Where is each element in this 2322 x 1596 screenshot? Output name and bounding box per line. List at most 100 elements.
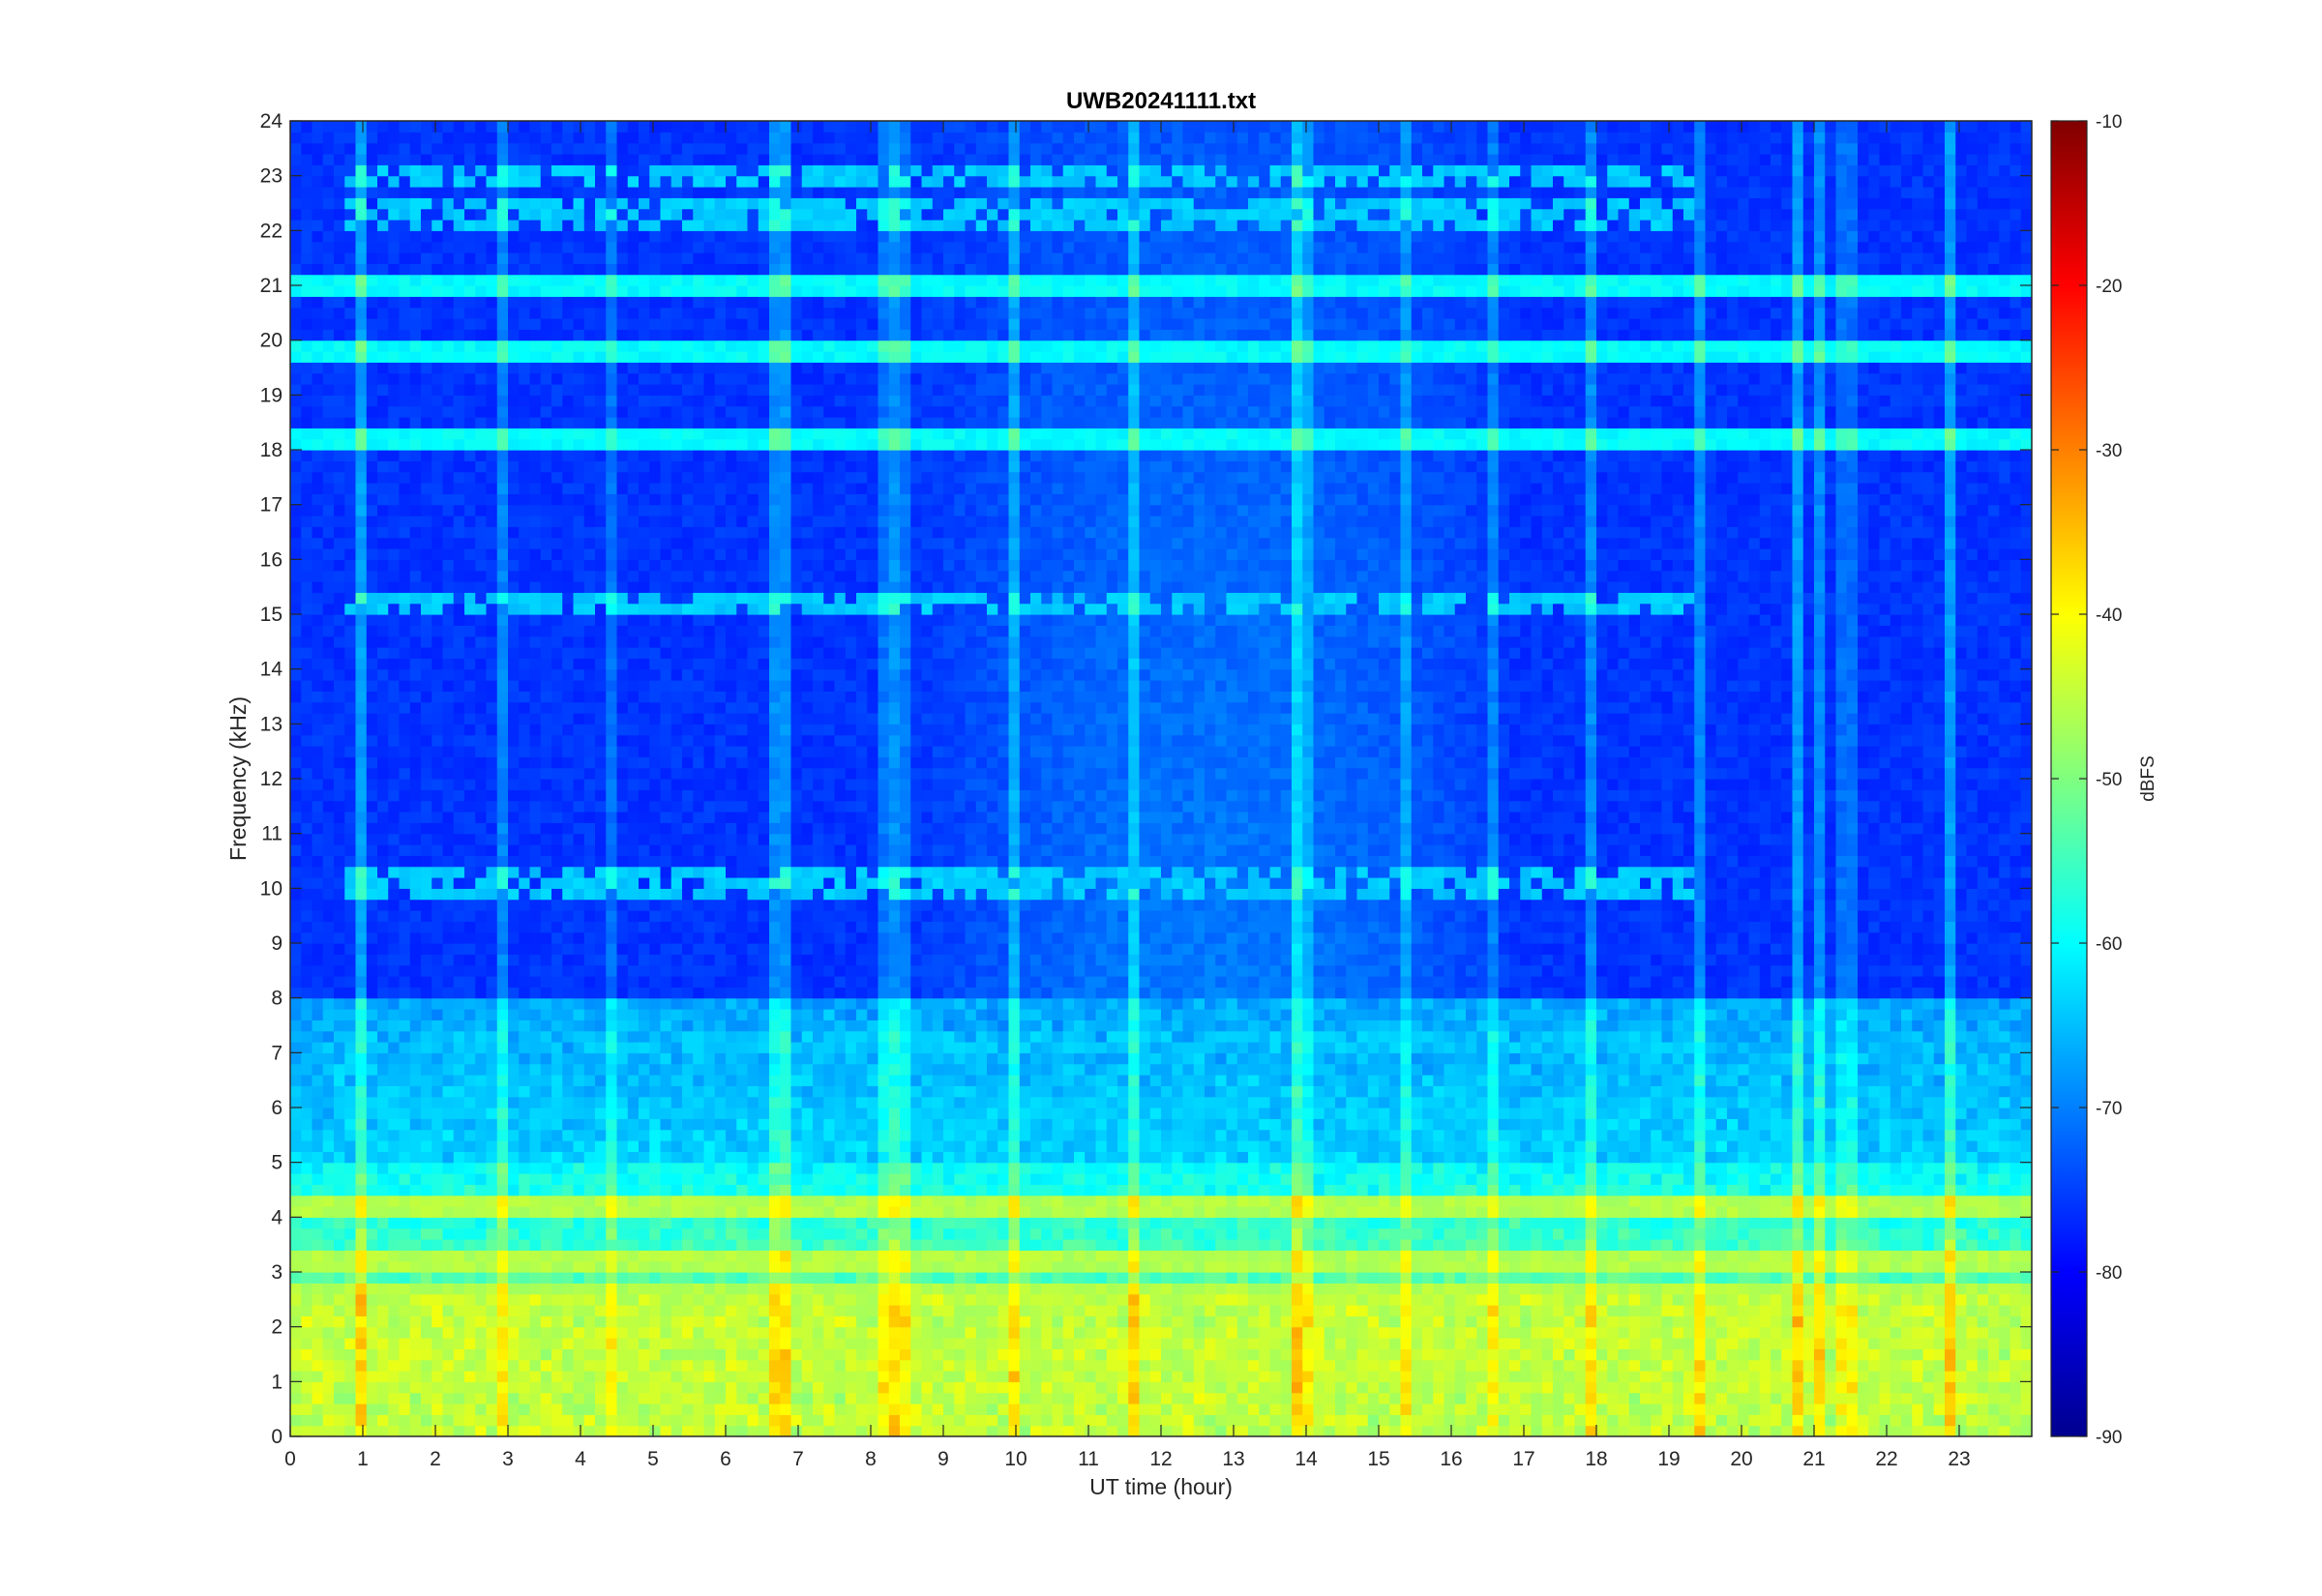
heatmap-cell: [943, 1414, 955, 1427]
heatmap-cell: [1640, 1392, 1652, 1404]
heatmap-cell: [747, 1348, 759, 1361]
heatmap-cell: [1858, 1260, 1869, 1273]
heatmap-cell: [1128, 1305, 1141, 1316]
heatmap-cell: [1313, 1315, 1325, 1328]
heatmap-cell: [1999, 1425, 2011, 1436]
heatmap-cell: [1771, 1404, 1782, 1415]
heatmap-cell: [670, 1129, 683, 1141]
heatmap-cell: [1411, 1173, 1423, 1185]
heatmap-cell: [1520, 1414, 1533, 1427]
heatmap-cell: [1628, 1162, 1641, 1174]
heatmap-cell: [1999, 1371, 2011, 1382]
heatmap-cell: [562, 1140, 575, 1152]
heatmap-cell: [1411, 1140, 1423, 1152]
heatmap-cell: [965, 1140, 977, 1152]
heatmap-cell: [888, 1173, 901, 1185]
heatmap-cell: [573, 1381, 585, 1394]
heatmap-cell: [1846, 1195, 1859, 1207]
heatmap-cell: [1193, 1359, 1206, 1372]
heatmap-cell: [1205, 1140, 1216, 1152]
heatmap-cell: [627, 1184, 640, 1197]
heatmap-cell: [1825, 1392, 1837, 1404]
heatmap-cell: [1585, 1173, 1597, 1185]
heatmap-cell: [1498, 1108, 1510, 1119]
heatmap-cell: [1106, 1338, 1118, 1349]
heatmap-cell: [1759, 1250, 1771, 1262]
heatmap-cell: [442, 1283, 455, 1295]
heatmap-cell: [1553, 1414, 1564, 1427]
heatmap-cell: [508, 1140, 520, 1152]
heatmap-cell: [508, 1227, 520, 1240]
heatmap-cell: [1313, 1184, 1325, 1197]
heatmap-cell: [1868, 1414, 1881, 1427]
heatmap-cell: [1466, 1162, 1477, 1174]
heatmap-cell: [1117, 1283, 1129, 1295]
heatmap-cell: [932, 1414, 944, 1427]
heatmap-cell: [290, 1250, 302, 1262]
heatmap-cell: [1922, 1140, 1935, 1152]
heatmap-cell: [496, 1414, 509, 1427]
heatmap-cell: [1302, 1305, 1315, 1316]
heatmap-cell: [1966, 1315, 1979, 1328]
heatmap-cell: [1727, 1250, 1739, 1262]
heatmap-cell: [1193, 1381, 1206, 1394]
heatmap-cell: [562, 1239, 575, 1251]
heatmap-cell: [660, 1173, 672, 1185]
heatmap-cell: [900, 1096, 911, 1108]
heatmap-cell: [1400, 1381, 1413, 1394]
heatmap-cell: [1596, 1140, 1608, 1152]
heatmap-cell: [975, 1359, 988, 1372]
heatmap-cell: [1640, 1338, 1652, 1349]
heatmap-cell: [1738, 1227, 1750, 1240]
heatmap-cell: [290, 1293, 302, 1306]
heatmap-cell: [606, 1162, 618, 1174]
heatmap-cell: [1215, 1162, 1228, 1174]
heatmap-cell: [1182, 1108, 1195, 1119]
heatmap-cell: [1596, 1129, 1608, 1141]
heatmap-cell: [1379, 1239, 1390, 1251]
heatmap-cell: [573, 1239, 585, 1251]
heatmap-cell: [540, 1392, 552, 1404]
heatmap-cell: [1694, 1283, 1707, 1295]
heatmap-cell: [1400, 1129, 1413, 1141]
heatmap-cell: [1715, 1293, 1728, 1306]
heatmap-cell: [1694, 1392, 1707, 1404]
heatmap-cell: [932, 1162, 944, 1174]
heatmap-cell: [1541, 1293, 1554, 1306]
heatmap-cell: [421, 1118, 432, 1131]
heatmap-cell: [910, 1162, 923, 1174]
heatmap-cell: [1509, 1305, 1521, 1316]
heatmap-cell: [1912, 1359, 1924, 1372]
heatmap-cell: [377, 1283, 389, 1295]
heatmap-cell: [1149, 1348, 1162, 1361]
heatmap-cell: [1835, 1359, 1848, 1372]
heatmap-cell: [1269, 1293, 1282, 1306]
heatmap-cell: [583, 1425, 596, 1436]
heatmap-cell: [900, 1425, 911, 1436]
heatmap-cell: [583, 1414, 596, 1427]
heatmap-cell: [1172, 1217, 1184, 1229]
heatmap-cell: [442, 1250, 455, 1262]
heatmap-cell: [1476, 1392, 1489, 1404]
heatmap-cell: [595, 1118, 607, 1131]
heatmap-cell: [823, 1348, 836, 1361]
heatmap-cell: [366, 1217, 378, 1229]
heatmap-cell: [1792, 1162, 1804, 1174]
heatmap-cell: [1802, 1118, 1815, 1131]
heatmap-cell: [703, 1283, 716, 1295]
heatmap-cell: [1400, 1108, 1413, 1119]
heatmap-cell: [1356, 1359, 1369, 1372]
heatmap-cell: [1661, 1195, 1674, 1207]
heatmap-cell: [421, 1250, 432, 1262]
heatmap-cell: [573, 1151, 585, 1164]
heatmap-cell: [1128, 1118, 1141, 1131]
heatmap-cell: [1553, 1315, 1564, 1328]
heatmap-cell: [682, 1305, 694, 1316]
heatmap-cell: [1988, 1305, 2000, 1316]
heatmap-cell: [1846, 1414, 1859, 1427]
heatmap-cell: [747, 1381, 759, 1394]
heatmap-cell: [1433, 1260, 1445, 1273]
heatmap-cell: [1738, 1162, 1750, 1174]
heatmap-cell: [1541, 1260, 1554, 1273]
heatmap-cell: [1661, 1239, 1674, 1251]
